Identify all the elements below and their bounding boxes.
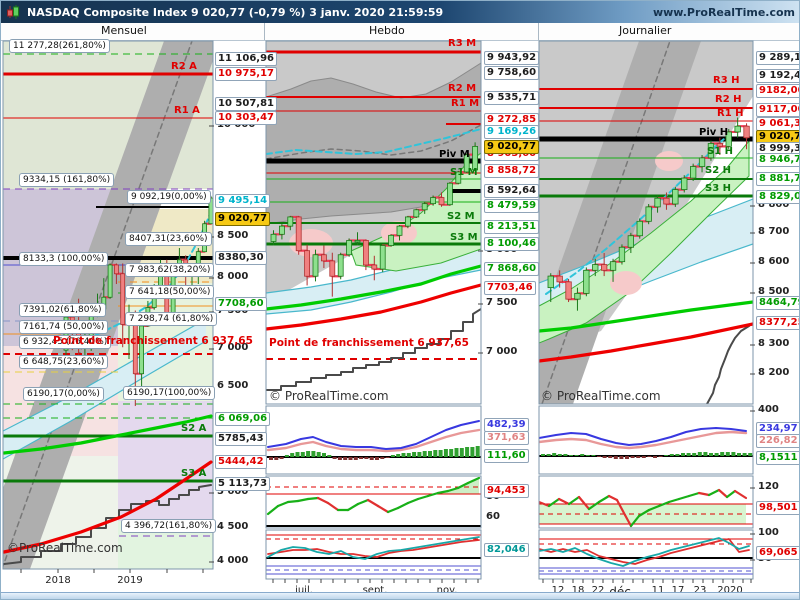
header-separator: [538, 23, 539, 40]
panel-title-mensuel: Mensuel: [101, 24, 147, 37]
title-bar: NASDAQ Composite Index 9 020,77 (-0,79 %…: [1, 1, 799, 23]
panel-title-hebdo: Hebdo: [369, 24, 405, 37]
header-separator: [264, 23, 265, 40]
candlestick-logo-icon: [7, 5, 19, 19]
website-link[interactable]: www.ProRealTime.com: [652, 5, 795, 19]
bottom-status-strip: [1, 592, 799, 599]
window-title: NASDAQ Composite Index 9 020,77 (-0,79 %…: [27, 5, 444, 19]
panel-title-journalier: Journalier: [619, 24, 672, 37]
